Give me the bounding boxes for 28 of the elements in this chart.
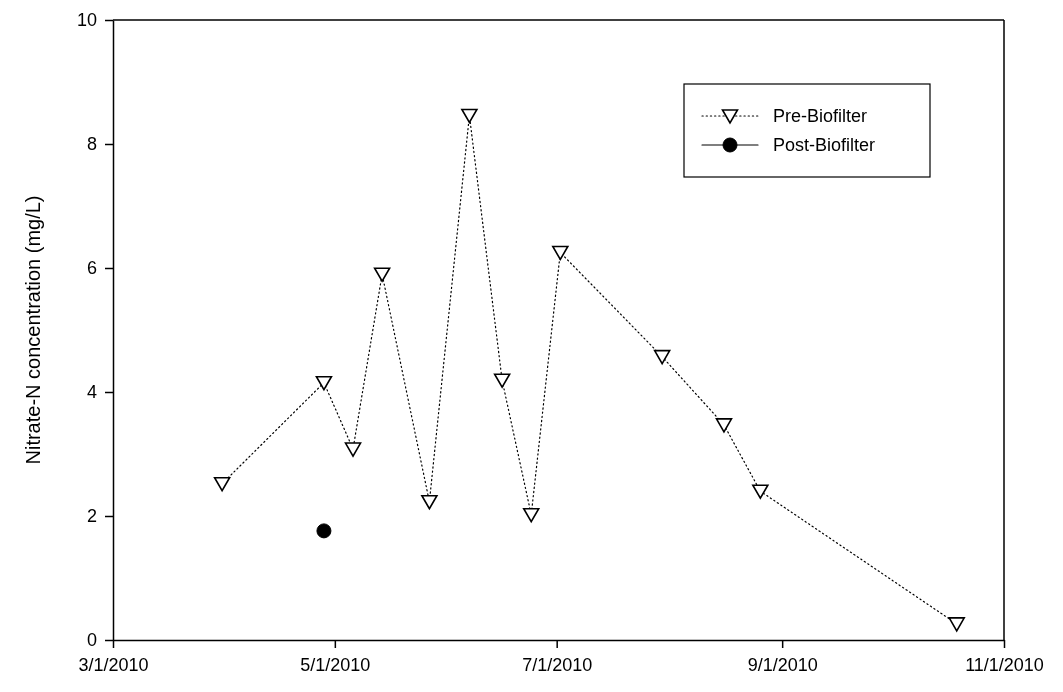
point [213,476,231,492]
y-tick-label: 6 [86,258,97,279]
point [373,267,391,282]
y-tick-label: 4 [86,382,97,403]
y-tick-label: 0 [86,630,97,651]
point [948,617,966,632]
point [316,523,332,539]
y-tick-label: 8 [86,134,97,155]
x-tick-label: 9/1/2010 [747,654,818,675]
x-tick-label: 7/1/2010 [522,654,593,675]
point [522,507,540,523]
point [653,349,671,365]
point [421,494,438,510]
point [552,245,569,261]
point [715,418,733,433]
point [752,484,769,499]
point [461,108,478,124]
legend-label: Pre-Biofilter [773,106,868,127]
y-tick-label: 2 [86,506,97,527]
x-tick-label: 11/1/2010 [965,654,1044,675]
x-tick-label: 3/1/2010 [78,654,149,675]
point [344,442,362,457]
y-axis-title: Nitrate-N concentration (mg/L) [22,195,44,465]
x-tick-label: 5/1/2010 [300,654,371,675]
legend-label: Post-Biofilter [773,135,876,156]
point [315,375,333,391]
y-tick-label: 10 [76,10,97,31]
point [493,373,511,389]
